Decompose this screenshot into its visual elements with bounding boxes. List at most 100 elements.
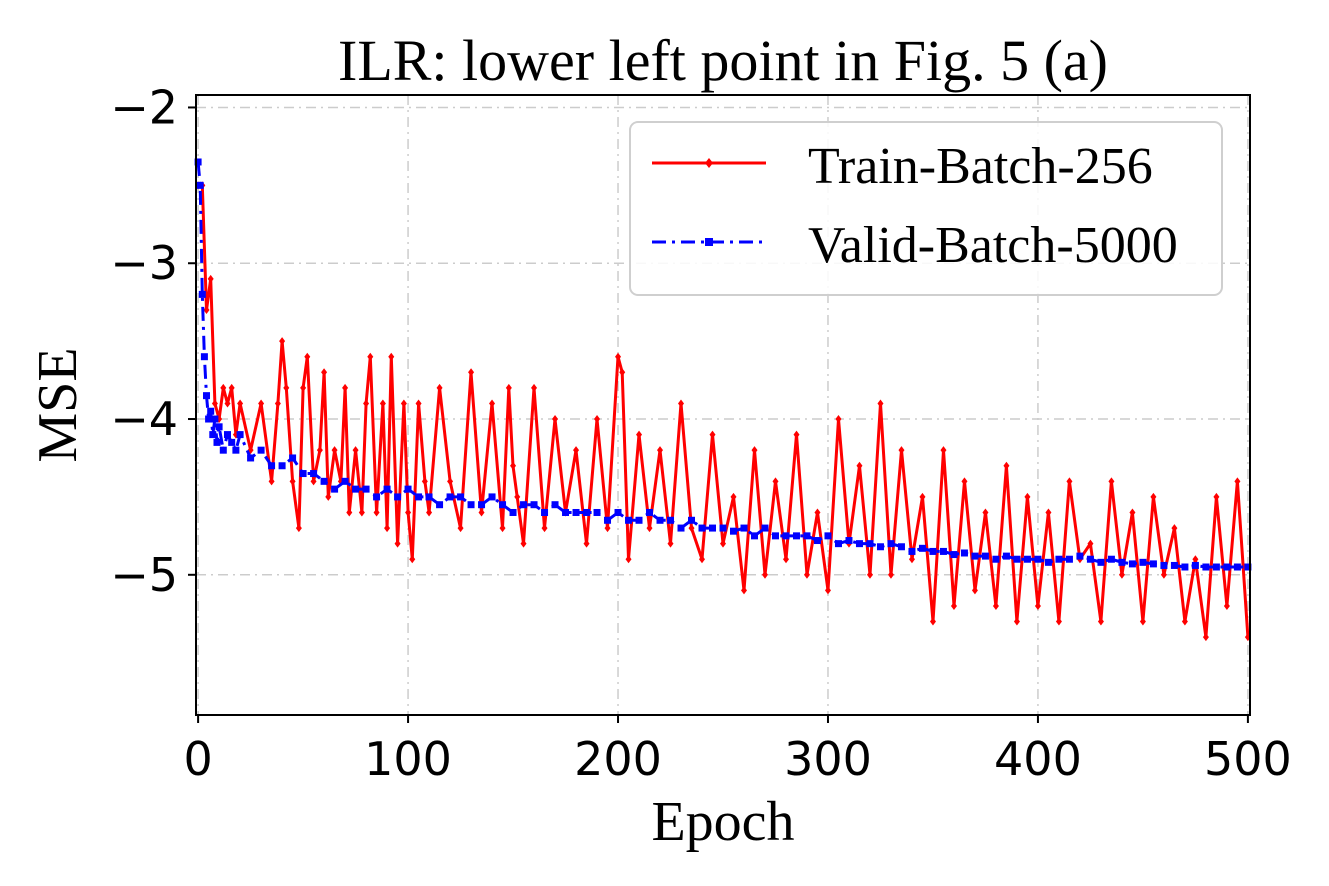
data-point [436,383,443,392]
data-point [1087,539,1094,548]
data-point [409,555,416,564]
data-point [541,508,549,516]
data-point [1160,561,1168,569]
data-point [505,383,512,392]
data-point [237,399,244,408]
x-tick-label: 400 [994,732,1082,786]
data-point [202,392,210,400]
data-point [373,493,381,501]
data-point [1097,617,1104,626]
data-point [258,399,265,408]
data-point [373,508,380,517]
data-point [436,501,444,509]
data-point [316,446,323,455]
data-point [604,516,612,524]
data-point [1170,561,1178,569]
data-point [897,543,905,551]
data-point [232,446,240,454]
data-point [352,485,360,493]
data-point [992,601,999,610]
data-point [228,383,235,392]
data-point [203,305,210,314]
data-point [940,446,947,455]
data-point [530,501,538,509]
data-point [300,383,307,392]
data-point [813,537,821,545]
data-point [1086,555,1094,563]
data-point [274,399,281,408]
data-point [358,508,365,517]
data-point [205,415,213,423]
data-point [1160,570,1167,579]
data-point [782,555,789,564]
data-point [866,540,874,548]
data-point [467,501,475,509]
data-point [552,415,559,424]
data-point [761,570,768,579]
legend-valid-label: Valid-Batch-5000 [808,217,1178,274]
data-point [572,508,580,516]
data-point [367,352,374,361]
data-point [404,485,412,493]
data-point [215,423,223,431]
data-point [1107,555,1115,563]
data-point [562,508,570,516]
data-point [939,547,947,555]
data-point [667,539,674,548]
data-point [1128,560,1136,568]
data-point [468,368,475,377]
data-point [719,524,727,532]
data-point [219,446,227,454]
data-point [446,493,454,501]
data-point [457,524,464,533]
data-point [283,383,290,392]
chart-title: ILR: lower left point in Fig. 5 (a) [338,28,1108,93]
legend-train-label: Train-Batch-256 [808,138,1153,195]
data-point [478,501,486,509]
data-point [415,399,422,408]
data-point [656,516,664,524]
data-point [730,492,737,501]
legend-box [629,121,1223,296]
data-point [1055,555,1063,563]
data-point [835,415,842,424]
series-valid-batch-5000 [194,158,1252,571]
data-point [1065,555,1073,563]
data-point [362,485,370,493]
data-point [803,570,810,579]
data-point [209,431,217,439]
data-point [268,477,275,486]
data-point [310,470,318,478]
data-point [510,461,517,470]
data-point [929,617,936,626]
data-point [667,516,675,524]
data-point [1233,563,1241,571]
data-point [1129,508,1136,517]
data-point [211,399,218,408]
data-point [1076,552,1084,560]
data-point [384,524,391,533]
data-point [320,477,328,485]
data-point [635,516,643,524]
data-point [1181,617,1188,626]
data-point [1045,508,1052,517]
data-point [415,493,423,501]
data-point [514,492,521,501]
data-point [509,508,517,516]
data-point [619,368,626,377]
data-point [198,290,206,298]
data-point [824,586,831,595]
data-point [771,532,779,540]
x-tick-label: 200 [574,732,662,786]
data-point [405,508,412,517]
data-point [499,524,506,533]
data-point [551,501,559,509]
data-point [918,544,926,552]
data-point [908,555,915,564]
data-point [289,454,297,462]
data-point [657,446,664,455]
data-point [646,508,654,516]
data-point [960,549,968,557]
data-point [223,431,231,439]
data-point [1202,633,1209,642]
